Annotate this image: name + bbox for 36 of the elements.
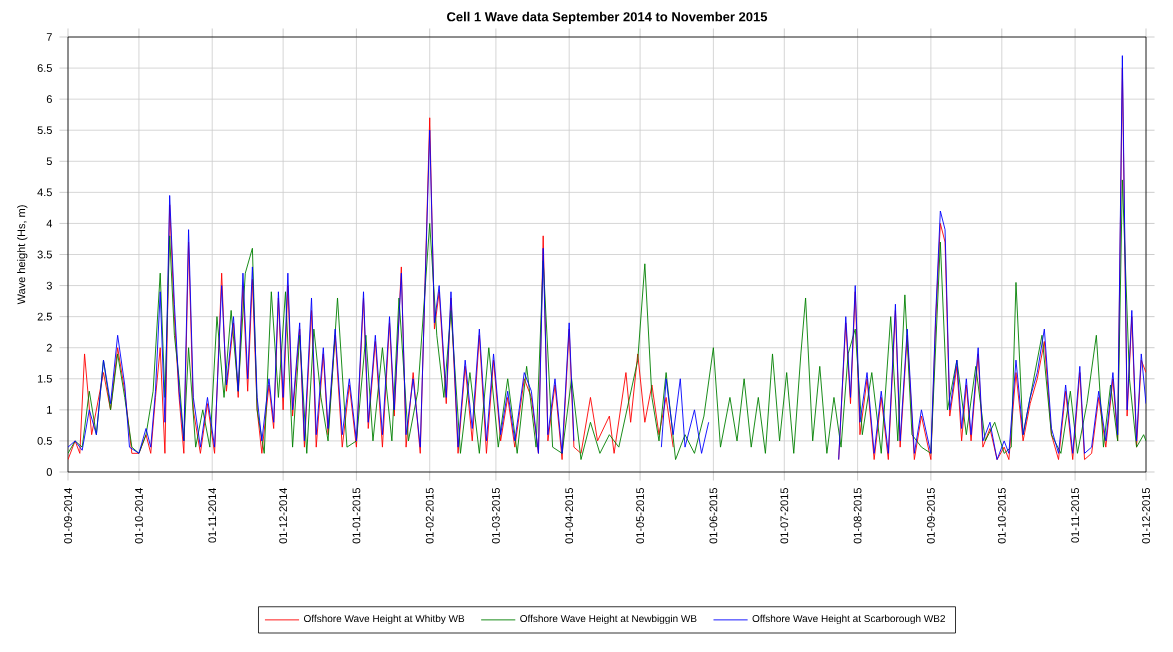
chart-title: Cell 1 Wave data September 2014 to November 2015 bbox=[447, 11, 768, 24]
legend-label: Offshore Wave Height at Scarborough WB2 bbox=[752, 614, 945, 625]
x-tick-label: 01-08-2015 bbox=[853, 488, 862, 544]
x-tick-label: 01-12-2015 bbox=[1142, 488, 1150, 544]
y-axis-title: Wave height (Hs, m) bbox=[17, 205, 28, 305]
y-tick-label: 3 bbox=[46, 281, 52, 290]
y-tick-label: 2.5 bbox=[37, 312, 52, 321]
y-tick-label: 2 bbox=[46, 343, 52, 352]
x-tick-label: 01-02-2015 bbox=[425, 488, 434, 544]
y-tick-label: 1 bbox=[47, 406, 52, 414]
y-tick-label: 1.5 bbox=[37, 374, 52, 383]
x-tick-label: 01-01-2015 bbox=[352, 488, 361, 544]
y-tick-label: 6.5 bbox=[37, 64, 52, 72]
y-tick-label: 5.5 bbox=[37, 126, 52, 135]
x-tick-label: 01-06-2015 bbox=[709, 488, 718, 544]
legend-label: Offshore Wave Height at Whitby WB bbox=[304, 614, 465, 625]
x-tick-label: 01-10-2014 bbox=[135, 487, 143, 544]
x-tick-label: 01-07-2015 bbox=[780, 488, 789, 544]
y-tick-label: 5 bbox=[46, 157, 52, 166]
y-tick-label: 4.5 bbox=[37, 188, 52, 197]
y-tick-label: 0.5 bbox=[37, 437, 52, 445]
x-tick-label: 01-09-2015 bbox=[926, 488, 935, 544]
x-tick-label: 01-12-2014 bbox=[279, 487, 288, 544]
x-tick-label: 01-09-2014 bbox=[64, 487, 72, 544]
y-tick-label: 7 bbox=[46, 33, 52, 41]
x-tick-label: 01-04-2015 bbox=[565, 488, 574, 544]
x-tick-label: 01-11-2014 bbox=[208, 487, 217, 543]
y-tick-label: 4 bbox=[46, 219, 53, 228]
y-tick-label: 0 bbox=[46, 468, 52, 476]
x-tick-label: 01-10-2015 bbox=[997, 488, 1006, 544]
y-tick-label: 6 bbox=[46, 95, 52, 104]
legend-label: Offshore Wave Height at Newbiggin WB bbox=[520, 614, 697, 625]
x-tick-label: 01-11-2015 bbox=[1071, 488, 1079, 543]
y-tick-label: 3.5 bbox=[37, 250, 52, 259]
x-tick-label: 01-03-2015 bbox=[492, 488, 500, 544]
x-tick-label: 01-05-2015 bbox=[636, 488, 644, 544]
